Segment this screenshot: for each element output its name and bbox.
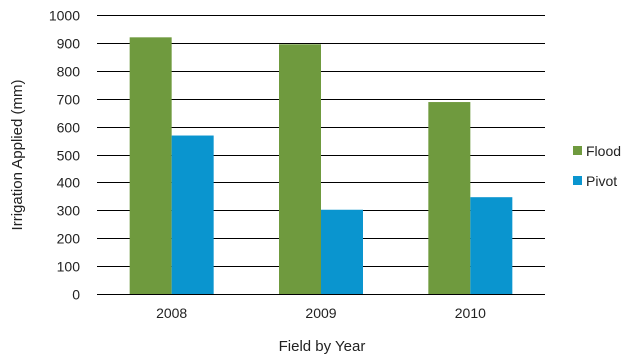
legend-label-pivot: Pivot — [586, 173, 617, 189]
bar-flood-2008 — [129, 37, 172, 294]
y-tick-label: 700 — [57, 92, 81, 108]
bars — [129, 37, 513, 294]
y-tick-label: 1000 — [49, 8, 80, 24]
y-tick-label: 500 — [57, 148, 81, 164]
y-tick-label: 800 — [57, 64, 81, 80]
bar-flood-2009 — [279, 44, 321, 294]
y-tick-label: 300 — [57, 203, 81, 219]
legend-swatch-flood — [573, 146, 582, 155]
x-tick-label: 2008 — [156, 305, 187, 321]
x-axis-ticks: 2008 2009 2010 — [156, 305, 486, 321]
y-tick-label: 900 — [57, 36, 81, 52]
y-axis-ticks: 0 100 200 300 400 500 600 700 800 900 1000 — [49, 8, 80, 303]
bar-pivot-2008 — [171, 135, 214, 294]
bar-flood-2010 — [428, 102, 471, 294]
y-axis-title: Irrigation Applied (mm) — [9, 80, 26, 231]
y-tick-label: 400 — [57, 175, 81, 191]
x-axis-title: Field by Year — [279, 338, 366, 355]
legend-label-flood: Flood — [586, 143, 621, 159]
x-tick-label: 2010 — [455, 305, 486, 321]
y-tick-label: 100 — [57, 259, 81, 275]
y-tick-label: 0 — [72, 287, 80, 303]
bar-pivot-2010 — [470, 197, 513, 294]
y-tick-label: 200 — [57, 231, 81, 247]
legend: Flood Pivot — [573, 143, 621, 189]
bar-pivot-2009 — [321, 209, 363, 294]
y-tick-label: 600 — [57, 120, 81, 136]
legend-swatch-pivot — [573, 176, 582, 185]
x-tick-label: 2009 — [305, 305, 336, 321]
